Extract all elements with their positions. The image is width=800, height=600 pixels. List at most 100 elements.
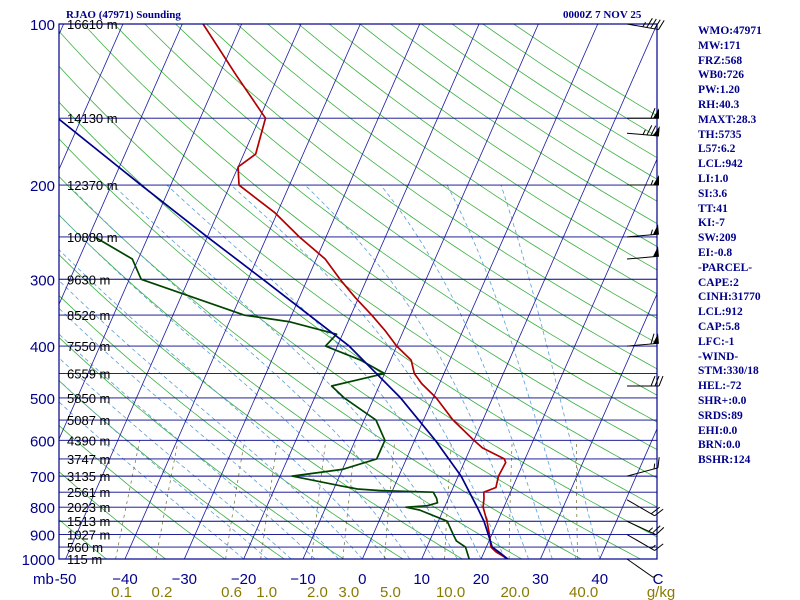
index-value: WB0:726	[698, 69, 744, 82]
wind-barb-flag	[652, 224, 659, 235]
mixing-ratio-tick-label: 2.0	[307, 584, 328, 600]
height-label: 8526 m	[67, 308, 110, 323]
isotherm	[243, 24, 480, 559]
plot-frame	[58, 23, 658, 560]
wind-barb-full	[658, 375, 664, 387]
index-value: SI:3.6	[698, 187, 728, 200]
index-value: -WIND-	[698, 350, 739, 363]
wind-barb-full	[646, 18, 653, 28]
index-value: CAP:5.8	[698, 320, 740, 333]
index-value: HEL:-72	[698, 380, 742, 393]
index-value: BRN:0.0	[698, 439, 741, 452]
moist-adiabat	[230, 184, 506, 559]
isotherm	[0, 24, 4, 559]
wind-barb-half	[650, 229, 653, 235]
height-label: 3747 m	[67, 452, 110, 467]
wind-barb-flag	[653, 108, 659, 119]
index-value: BSHR:124	[698, 454, 751, 467]
index-value: LCL:942	[698, 158, 743, 171]
mixing-ratio-line	[576, 440, 578, 559]
moist-adiabat	[446, 184, 577, 559]
wind-barb-half	[642, 21, 647, 28]
pressure-tick-label: 500	[30, 391, 55, 408]
moist-adiabat	[304, 184, 529, 559]
dry-adiabat	[59, 30, 657, 479]
wind-barb-full	[650, 333, 655, 345]
wind-barb-staff	[626, 132, 659, 137]
index-value: EHI:0.0	[698, 424, 738, 437]
index-value: PW:1.20	[698, 84, 740, 97]
wind-barb-flag	[653, 175, 659, 186]
mixing-ratio-tick-label: 0.2	[151, 584, 172, 600]
wind-barb-staff	[626, 534, 655, 551]
mixing-ratio-line	[225, 440, 245, 559]
height-label: 5850 m	[67, 391, 110, 406]
mixing-ratio-line	[155, 440, 179, 559]
index-value: LFC:-1	[698, 335, 735, 348]
wind-barb-half	[650, 179, 654, 186]
wind-barb-staff	[626, 520, 657, 536]
wind-barb	[626, 125, 660, 137]
temperature-tick-label: −30	[172, 571, 197, 588]
moist-adiabat	[59, 249, 387, 559]
height-label: 6559 m	[67, 366, 110, 381]
wind-barb-half	[650, 544, 656, 549]
index-value: KI:-7	[698, 217, 725, 230]
mixing-ratio-unit: g/kg	[647, 584, 675, 600]
wind-barb-full	[658, 20, 665, 30]
mixing-ratio-line	[508, 440, 513, 559]
isotherm	[59, 24, 243, 441]
wind-barb	[626, 558, 658, 578]
index-value: EI:-0.8	[698, 246, 733, 259]
wind-barb-flag	[652, 333, 659, 344]
height-label: 2023 m	[67, 500, 110, 515]
temperature-tick-label: 30	[532, 571, 549, 588]
index-value: MAXT:28.3	[698, 113, 757, 126]
wind-barb	[626, 333, 659, 347]
temperature-tick-label: 0	[358, 571, 366, 588]
wind-barb-staff	[626, 467, 659, 477]
index-value: MW:171	[698, 39, 741, 52]
isotherm	[124, 24, 361, 559]
series-line-dewpoint	[94, 236, 471, 559]
pressure-tick-label: 800	[30, 500, 55, 517]
pressure-tick-label: 900	[30, 528, 55, 545]
isotherm	[361, 24, 599, 559]
wind-barb	[626, 224, 659, 238]
mixing-ratio-line	[260, 440, 279, 559]
moist-adiabat	[380, 184, 553, 559]
isotherm	[599, 427, 657, 559]
height-label: 1513 m	[67, 514, 110, 529]
mixing-ratio-tick-label: 3.0	[338, 584, 359, 600]
index-value: TH:5735	[698, 128, 742, 141]
pressure-tick-label: 100	[30, 17, 55, 34]
index-value: TT:41	[698, 202, 728, 215]
temperature-tick-label: 40	[591, 571, 608, 588]
temperature-tick-label: −20	[231, 571, 256, 588]
mixing-ratio-tick-label: 40.0	[569, 584, 598, 600]
wind-barb-full	[650, 506, 661, 515]
mixing-ratio-tick-label: 20.0	[500, 584, 529, 600]
height-label: 9630 m	[67, 272, 110, 287]
pressure-tick-label: 600	[30, 433, 55, 450]
wind-barb	[626, 457, 660, 477]
wind-barb-staff	[626, 255, 659, 260]
wind-barb-full	[654, 375, 660, 387]
mixing-ratio-line	[342, 440, 356, 559]
wind-barb-staff	[626, 558, 654, 578]
wind-barb	[626, 499, 664, 517]
isotherm	[302, 24, 539, 559]
wind-barb-full	[652, 525, 661, 534]
dry-adiabat	[59, 65, 657, 508]
temperature-tick-label: 10	[413, 571, 430, 588]
pressure-tick-label: 400	[30, 339, 55, 356]
pressure-tick-label: 200	[30, 178, 55, 195]
temperature-tick-label: −10	[290, 571, 315, 588]
wind-barb	[626, 534, 664, 551]
wind-barb	[627, 108, 659, 119]
x-axis-unit: C	[653, 571, 664, 588]
isotherm	[59, 24, 124, 171]
isotherm	[421, 24, 657, 559]
wind-barb	[627, 375, 664, 387]
wind-barb	[626, 246, 659, 260]
